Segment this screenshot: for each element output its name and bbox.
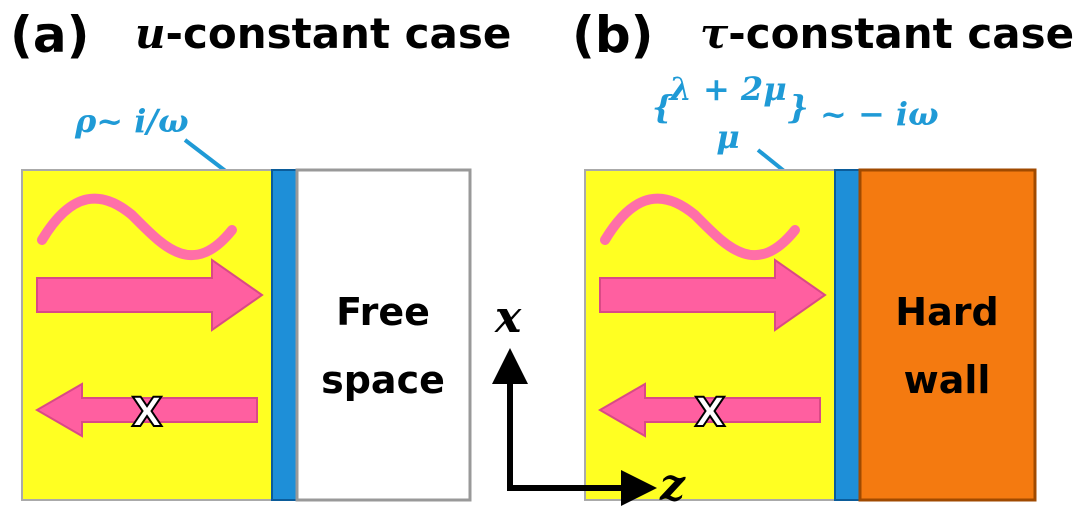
region-label: Hard [895, 290, 998, 334]
panel-label: (b) [572, 6, 654, 64]
medium [22, 170, 297, 500]
region-box [860, 170, 1035, 500]
panel-b: (b) τ-constant case { λ + 2μ μ } ~ − iω … [572, 6, 1074, 500]
annotation-numerator: λ + 2μ [667, 70, 786, 108]
panel-a: (a) u-constant case ρ~ i/ω Free space [10, 6, 511, 500]
annotation: ρ~ i/ω [74, 102, 189, 140]
panel-title: τ-constant case [700, 9, 1074, 58]
region-label: space [321, 358, 445, 402]
annotation-denominator: μ [716, 118, 739, 156]
panel-title: u-constant case [135, 9, 511, 58]
annotation-relation: ~ − iω [820, 95, 939, 133]
region-label: Free [336, 290, 430, 334]
z-axis-label: z [659, 460, 686, 509]
region-label: wall [904, 358, 991, 402]
panel-label: (a) [10, 6, 89, 64]
diagram: X (a) u-constant case ρ~ i/ω Free space … [0, 0, 1085, 509]
x-axis-label: x [494, 292, 522, 343]
medium [585, 170, 860, 500]
region-box [297, 170, 470, 500]
brace: } [788, 88, 809, 126]
